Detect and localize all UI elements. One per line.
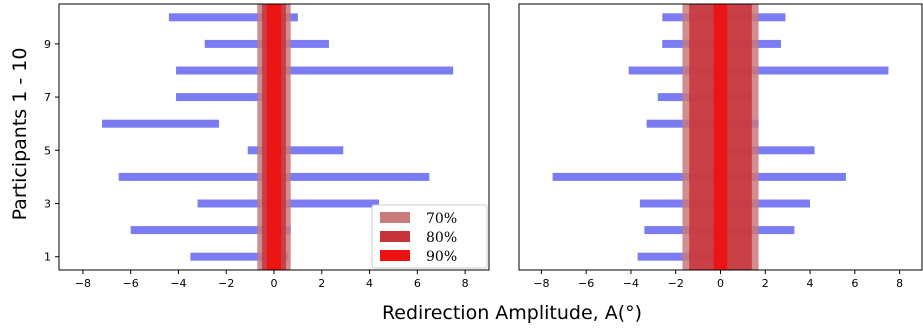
x-axis-title: Redirection Amplitude, A(°)	[382, 302, 642, 324]
x-tick-label-right: −8	[533, 277, 549, 290]
x-tick-label-right: 8	[896, 277, 903, 290]
legend-label-70pct: 70%	[426, 211, 457, 227]
range-bar-left-p1	[190, 252, 289, 261]
range-bar-left-p5	[247, 146, 344, 155]
legend-label-80pct: 80%	[426, 230, 457, 246]
y-tick-label: 9	[44, 38, 51, 51]
legend-swatch-70pct	[380, 212, 410, 223]
x-tick-label-left: 8	[462, 277, 469, 290]
legend-label-90pct: 90%	[426, 249, 457, 265]
legend: 70% 80% 90%	[371, 204, 488, 269]
y-tick-label: 5	[44, 144, 51, 157]
x-tick-label-left: 6	[414, 277, 421, 290]
x-tick-label-right: −6	[578, 277, 594, 290]
legend-swatch-80pct	[380, 231, 410, 242]
x-tick-label-left: −6	[123, 277, 139, 290]
x-tick-label-left: −2	[218, 277, 234, 290]
x-tick-label-right: 6	[851, 277, 858, 290]
x-tick-label-right: −4	[623, 277, 639, 290]
x-tick-label-left: 4	[366, 277, 373, 290]
right-panel: −8 −6 −4 −2 0 2 4 6 8	[518, 3, 923, 290]
range-bar-right-p5	[727, 146, 815, 155]
x-tick-label-right: 2	[762, 277, 769, 290]
y-tick-label: 7	[44, 91, 51, 104]
range-bar-left-p10	[168, 13, 298, 22]
y-axis-title: Participants 1 - 10	[9, 48, 31, 221]
x-tick-label-right: 0	[717, 277, 724, 290]
x-tick-label-left: 2	[318, 277, 325, 290]
x-tick-label-right: −2	[668, 277, 684, 290]
y-tick-label: 1	[44, 251, 51, 264]
x-tick-label-left: −8	[75, 277, 91, 290]
range-bar-left-p8	[176, 66, 454, 75]
legend-swatch-90pct	[380, 250, 410, 261]
range-bar-left-p7	[176, 93, 274, 102]
x-tick-label-left: 0	[271, 277, 278, 290]
y-tick-label: 3	[44, 198, 51, 211]
x-tick-label-left: −4	[170, 277, 186, 290]
band-right-90pct	[713, 4, 728, 270]
band-left-90pct	[266, 4, 282, 270]
range-bar-left-p2	[130, 226, 291, 235]
x-tick-label-right: 4	[807, 277, 814, 290]
left-panel: −8 −6 −4 −2 0 2 4 6 8 1 3 5 7 9	[44, 3, 490, 290]
range-bar-left-p6	[102, 119, 220, 128]
